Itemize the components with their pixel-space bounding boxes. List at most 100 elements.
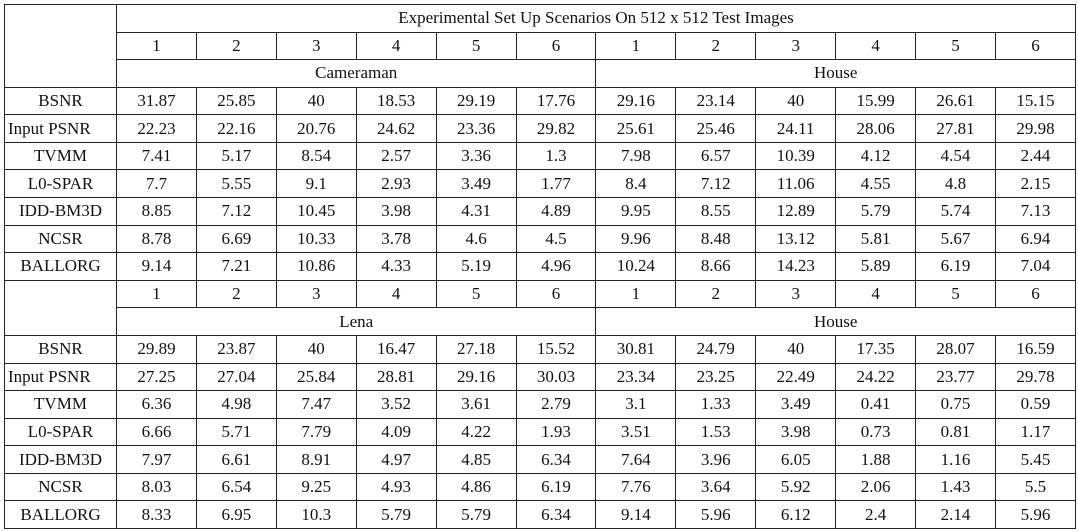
cell-value: 29.98	[994, 114, 1077, 143]
cell-value: 22.49	[755, 362, 837, 392]
cell-value: 4.93	[355, 472, 437, 502]
scenario-header: 5	[435, 31, 517, 61]
cell-value: 4.22	[435, 417, 517, 447]
scenario-header: 3	[275, 279, 357, 309]
cell-value: 2.79	[515, 390, 597, 419]
scenario-header: 3	[755, 31, 837, 61]
table-row: BALLORG 9.14 7.21 10.86 4.33 5.19 4.96 10.24 8.6…	[4, 252, 1077, 281]
cell-value: 0.41	[835, 390, 917, 419]
scenario-header: 4	[355, 279, 437, 309]
row-label: TVMM	[4, 390, 117, 419]
row-label: L0-SPAR	[4, 169, 117, 199]
table-row: Cameraman House	[5, 59, 1076, 88]
cell-value: 0.59	[994, 390, 1077, 419]
cell-value: 6.05	[755, 445, 837, 474]
cell-value: 5.71	[195, 417, 277, 447]
scenario-header: 1	[595, 279, 677, 309]
cell-value: 9.14	[595, 500, 677, 529]
scenario-header: 2	[195, 279, 277, 309]
cell-value: 7.21	[195, 252, 277, 281]
cell-value: 23.34	[595, 362, 677, 392]
corner-cell	[4, 279, 117, 336]
cell-value: 30.81	[595, 334, 677, 364]
cell-value: 3.51	[595, 417, 677, 447]
cell-value: 3.49	[435, 169, 517, 199]
scenario-header: 3	[275, 31, 357, 61]
cell-value: 29.16	[595, 86, 677, 116]
cell-value: 7.41	[116, 141, 197, 171]
cell-value: 24.11	[755, 114, 837, 143]
cell-value: 7.12	[675, 169, 757, 199]
cell-value: 23.87	[195, 334, 277, 364]
cell-value: 15.52	[515, 334, 597, 364]
cell-value: 8.54	[275, 141, 357, 171]
cell-value: 4.98	[195, 390, 277, 419]
row-label: Input PSNR	[4, 362, 117, 392]
scenario-header: 6	[515, 31, 597, 61]
cell-value: 1.3	[515, 141, 597, 171]
row-label: BALLORG	[4, 252, 117, 281]
cell-value: 10.45	[275, 197, 357, 226]
cell-value: 7.47	[275, 390, 357, 419]
scenario-header: 5	[435, 279, 517, 309]
cell-value: 29.19	[435, 86, 517, 116]
row-label: Input PSNR	[4, 114, 117, 143]
cell-value: 10.24	[595, 252, 677, 281]
cell-value: 4.31	[435, 197, 517, 226]
cell-value: 2.15	[994, 169, 1077, 199]
cell-value: 8.4	[595, 169, 677, 199]
cell-value: 4.09	[355, 417, 437, 447]
scenario-header: 5	[915, 31, 996, 61]
cell-value: 5.96	[675, 500, 757, 529]
cell-value: 1.77	[515, 169, 597, 199]
cell-value: 27.18	[435, 334, 517, 364]
cell-value: 4.96	[515, 252, 597, 281]
cell-value: 9.1	[275, 169, 357, 199]
cell-value: 22.23	[116, 114, 197, 143]
cell-value: 12.89	[755, 197, 837, 226]
cell-value: 3.52	[355, 390, 437, 419]
cell-value: 8.48	[675, 224, 757, 254]
cell-value: 5.92	[755, 472, 837, 502]
cell-value: 10.86	[275, 252, 357, 281]
cell-value: 10.3	[275, 500, 357, 529]
cell-value: 24.79	[675, 334, 757, 364]
cell-value: 3.49	[755, 390, 837, 419]
cell-value: 22.16	[195, 114, 277, 143]
cell-value: 3.1	[595, 390, 677, 419]
cell-value: 8.91	[275, 445, 357, 474]
cell-value: 1.33	[675, 390, 757, 419]
cell-value: 3.98	[355, 197, 437, 226]
table-row: TVMM 7.41 5.17 8.54 2.57 3.36 1.3 7.98 6.57 10.39…	[4, 141, 1077, 171]
cell-value: 8.78	[116, 224, 197, 254]
cell-value: 1.88	[835, 445, 917, 474]
table-row: BALLORG 8.33 6.95 10.3 5.79 5.79 6.34 9.14 5.96 6…	[4, 500, 1077, 529]
table-row: NCSR 8.78 6.69 10.33 3.78 4.6 4.5 9.96 8.48 13.12…	[4, 224, 1077, 254]
cell-value: 7.76	[595, 472, 677, 502]
cell-value: 2.93	[355, 169, 437, 199]
cell-value: 4.8	[915, 169, 996, 199]
cell-value: 40	[755, 86, 837, 116]
cell-value: 28.07	[915, 334, 996, 364]
cell-value: 40	[275, 334, 357, 364]
cell-value: 4.54	[915, 141, 996, 171]
table-row: Experimental Set Up Scenarios On 512 x 5…	[4, 4, 1076, 88]
cell-value: 6.69	[195, 224, 277, 254]
cell-value: 15.99	[835, 86, 917, 116]
table-row: IDD-BM3D 7.97 6.61 8.91 4.97 4.85 6.34 7.64 3.96…	[4, 445, 1077, 474]
cell-value: 8.66	[675, 252, 757, 281]
cell-value: 2.14	[915, 500, 996, 529]
cell-value: 8.55	[675, 197, 757, 226]
scenario-header: 2	[675, 279, 757, 309]
cell-value: 6.19	[915, 252, 996, 281]
cell-value: 29.82	[515, 114, 597, 143]
cell-value: 18.53	[355, 86, 437, 116]
scenario-header: 1	[595, 31, 677, 61]
cell-value: 9.25	[275, 472, 357, 502]
cell-value: 3.96	[675, 445, 757, 474]
cell-value: 7.7	[116, 169, 197, 199]
cell-value: 6.34	[515, 445, 597, 474]
cell-value: 2.4	[835, 500, 917, 529]
